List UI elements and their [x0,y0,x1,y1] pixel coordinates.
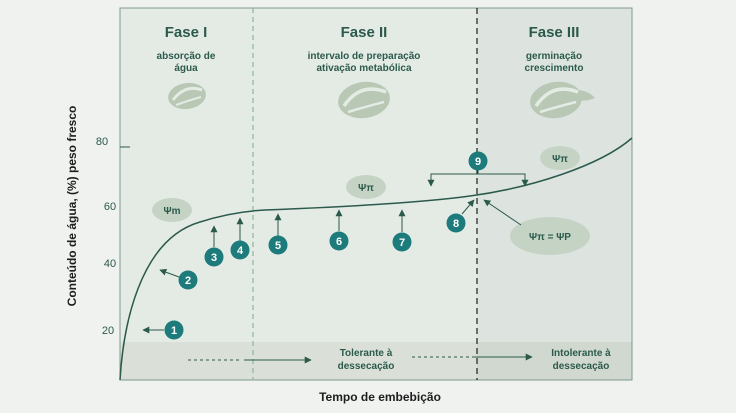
tolerant-label-line1: Tolerante à [340,348,393,359]
marker-3: 3 [204,247,224,267]
marker-1-label: 1 [171,325,177,337]
marker-9-label: 9 [475,156,481,168]
arrow-equilibrium [483,199,522,226]
marker-4-label: 4 [237,245,244,257]
y-tick-40: 40 [104,258,116,270]
intolerance-band [477,342,632,380]
psi-pi-badge-phase2: Ψπ [346,175,386,199]
psi-equilibrium-badge: Ψπ = ΨP [510,217,590,255]
water-uptake-curve [119,137,633,381]
phase1-title: Fase I [165,24,208,41]
x-axis-label: Tempo de embebição [319,390,441,404]
psi-m-label: Ψm [164,206,181,217]
arrow-8 [461,199,475,215]
marker-8-label: 8 [453,218,459,230]
y-tick-20: 20 [102,325,114,337]
y-axis-label: Conteúdo de água, (%) peso fresco [65,106,79,307]
intolerant-label-line2: dessecação [553,361,610,372]
psi-pi-label-phase3: Ψπ [552,154,568,165]
marker-3-label: 3 [211,252,217,264]
marker-9: 9 [468,151,488,171]
psi-m-badge: Ψm [152,198,192,222]
marker-7: 7 [392,232,412,252]
marker-2-label: 2 [185,275,191,287]
phase3-title: Fase III [529,24,580,41]
seed-germinating-icon [530,81,595,119]
phase3-desc-line1: germinação [526,51,582,62]
marker-1: 1 [164,320,184,340]
tolerant-label-line2: dessecação [338,361,395,372]
phase1-desc-line2: água [174,63,198,74]
marker-8: 8 [446,213,466,233]
psi-pi-badge-phase3: Ψπ [540,146,580,170]
seed-imbibed-icon [338,81,390,119]
plot-border [119,7,633,381]
marker-2: 2 [178,270,198,290]
y-tick-60: 60 [104,201,116,213]
marker-6: 6 [329,231,349,251]
psi-equilibrium-label: Ψπ = ΨP [529,232,571,243]
marker-5: 5 [268,235,288,255]
intolerant-label-line1: Intolerante à [551,348,611,359]
phase2-title: Fase II [341,24,388,41]
marker-5-label: 5 [275,240,281,252]
y-tick-80: 80 [96,136,108,148]
phase1-desc-line1: absorção de [157,51,216,62]
seed-dry-icon [168,82,206,110]
marker-7-label: 7 [399,237,405,249]
marker-4: 4 [230,240,250,260]
phase2-desc-line2: ativação metabólica [316,63,411,74]
arrow-2 [159,268,180,278]
phase2-desc-line1: intervalo de preparação [308,51,421,62]
phase3-desc-line2: crescimento [525,63,584,74]
psi-pi-label-phase2: Ψπ [358,183,374,194]
marker-6-label: 6 [336,236,342,248]
phase3-area [477,8,632,380]
